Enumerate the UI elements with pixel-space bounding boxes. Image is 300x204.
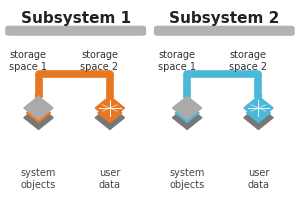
Polygon shape	[26, 104, 51, 123]
Polygon shape	[172, 97, 202, 120]
Text: storage
space 2: storage space 2	[80, 50, 118, 71]
Polygon shape	[244, 97, 273, 120]
Text: user
data: user data	[99, 167, 121, 189]
Text: Subsystem 1: Subsystem 1	[21, 11, 131, 26]
Polygon shape	[24, 97, 53, 120]
Polygon shape	[95, 106, 124, 130]
Polygon shape	[24, 106, 53, 130]
Text: storage
space 1: storage space 1	[9, 50, 47, 71]
Polygon shape	[95, 97, 124, 120]
Polygon shape	[172, 106, 202, 130]
Polygon shape	[98, 104, 122, 123]
Polygon shape	[175, 104, 199, 123]
Polygon shape	[247, 104, 271, 123]
Text: storage
space 2: storage space 2	[229, 50, 267, 71]
Polygon shape	[244, 106, 273, 130]
FancyBboxPatch shape	[5, 27, 146, 37]
Text: system
objects: system objects	[169, 167, 205, 189]
Text: system
objects: system objects	[21, 167, 56, 189]
Text: user
data: user data	[248, 167, 269, 189]
FancyBboxPatch shape	[154, 27, 295, 37]
Text: Subsystem 2: Subsystem 2	[169, 11, 280, 26]
Text: storage
space 1: storage space 1	[158, 50, 196, 71]
